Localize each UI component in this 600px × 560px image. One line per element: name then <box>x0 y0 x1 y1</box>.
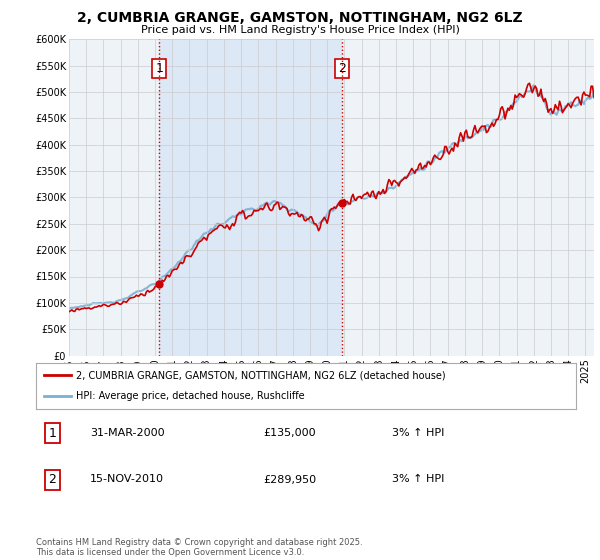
Text: Contains HM Land Registry data © Crown copyright and database right 2025.
This d: Contains HM Land Registry data © Crown c… <box>36 538 362 557</box>
Text: 1: 1 <box>155 62 163 74</box>
Text: £289,950: £289,950 <box>263 474 316 484</box>
Text: 2, CUMBRIA GRANGE, GAMSTON, NOTTINGHAM, NG2 6LZ: 2, CUMBRIA GRANGE, GAMSTON, NOTTINGHAM, … <box>77 11 523 25</box>
Text: 31-MAR-2000: 31-MAR-2000 <box>90 428 164 438</box>
Text: 1: 1 <box>48 427 56 440</box>
Text: 3% ↑ HPI: 3% ↑ HPI <box>392 428 445 438</box>
Text: £135,000: £135,000 <box>263 428 316 438</box>
Text: 3% ↑ HPI: 3% ↑ HPI <box>392 474 445 484</box>
Bar <box>160 39 343 356</box>
Text: 2: 2 <box>338 62 346 74</box>
Text: Price paid vs. HM Land Registry's House Price Index (HPI): Price paid vs. HM Land Registry's House … <box>140 25 460 35</box>
Text: 2, CUMBRIA GRANGE, GAMSTON, NOTTINGHAM, NG2 6LZ (detached house): 2, CUMBRIA GRANGE, GAMSTON, NOTTINGHAM, … <box>77 370 446 380</box>
Text: 15-NOV-2010: 15-NOV-2010 <box>90 474 164 484</box>
Text: HPI: Average price, detached house, Rushcliffe: HPI: Average price, detached house, Rush… <box>77 391 305 402</box>
Text: 2: 2 <box>48 473 56 486</box>
